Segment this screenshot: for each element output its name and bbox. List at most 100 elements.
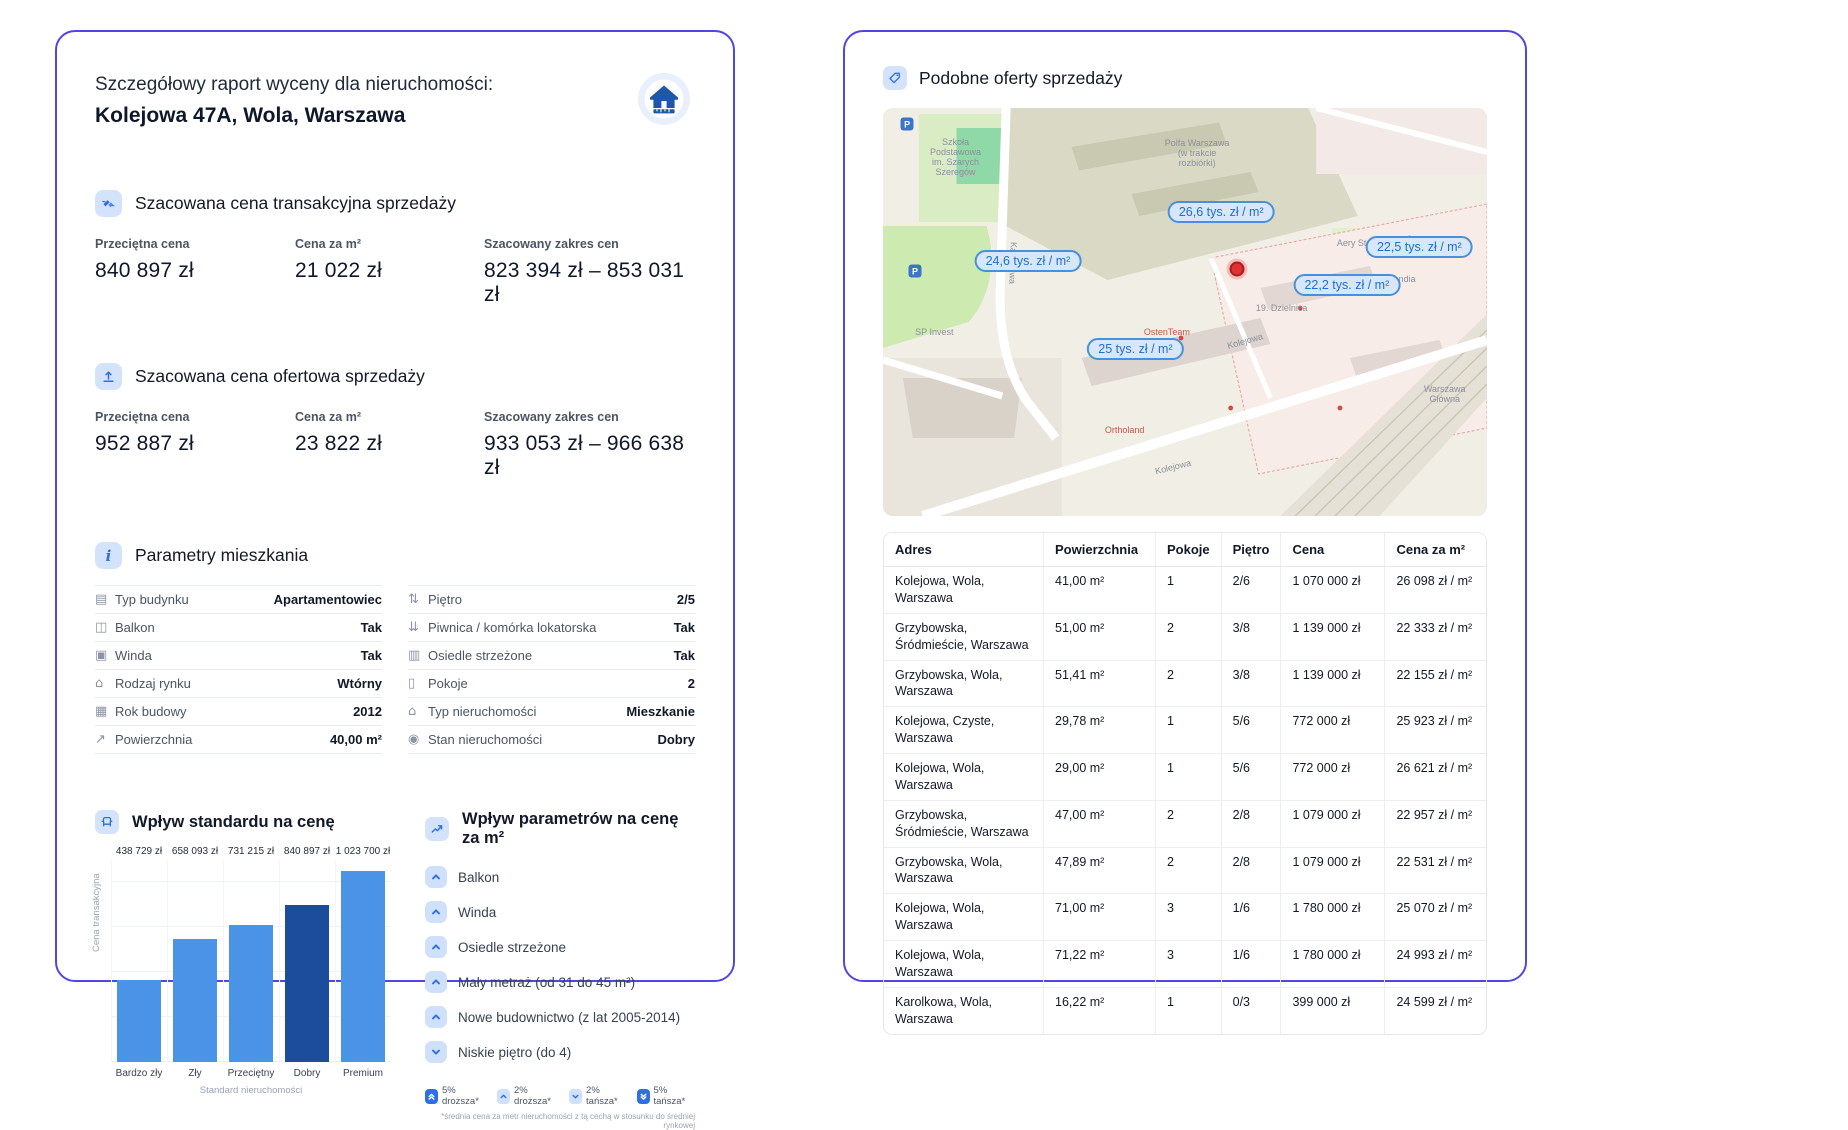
property-type-icon: ⌂ xyxy=(408,704,417,719)
parking-icon: P xyxy=(900,117,914,131)
table-row: Kolejowa, Wola, Warszawa 71,22 m² 3 1/6 1 78… xyxy=(884,941,1486,988)
parameter-impact-section: Wpływ parametrów na cenę za m² Balkon Win… xyxy=(425,810,695,1130)
cell-powierzchnia: 47,00 m² xyxy=(1044,800,1156,848)
cell-adres: Grzybowska, Śródmieście, Warszawa xyxy=(884,800,1044,848)
chevron-up-icon xyxy=(425,936,447,958)
cell-powierzchnia: 71,22 m² xyxy=(1044,941,1156,988)
section-title: Parametry mieszkania xyxy=(135,545,309,565)
chart-x-axis-label: Standard nieruchomości xyxy=(199,1085,303,1096)
param-label: Powierzchnia xyxy=(115,732,193,747)
cell-pietro: 1/6 xyxy=(1221,941,1282,988)
map-price-bubble[interactable]: 25 tys. zł / m² xyxy=(1087,337,1184,360)
param-label: Stan nieruchomości xyxy=(428,732,543,747)
impact-item: Balkon xyxy=(425,866,695,888)
transaction-stats: Przeciętna cena 840 897 zł Cena za m² 21 02… xyxy=(95,237,695,307)
map-price-bubble[interactable]: 24,6 tys. zł / m² xyxy=(974,250,1082,272)
chart-bar[interactable] xyxy=(117,980,161,1062)
cell-pietro: 1/6 xyxy=(1221,894,1282,941)
param-value: 40,00 m² xyxy=(329,732,382,747)
section-title: Wpływ parametrów na cenę za m² xyxy=(462,810,679,847)
cell-adres: Kolejowa, Wola, Warszawa xyxy=(884,894,1044,941)
impact-item-label: Winda xyxy=(458,904,497,920)
param-row: ▯ Pokoje 2 xyxy=(408,670,695,698)
cell-cena: 399 000 zł xyxy=(1281,987,1386,1034)
column-header: Cena za m² xyxy=(1385,533,1486,567)
chart-bar[interactable] xyxy=(229,925,273,1062)
standard-bar-chart: Cena transakcyjna 438 729 zł 658 093 zł 73… xyxy=(91,846,391,1096)
similar-offers-card: Podobne oferty sprzedaży xyxy=(843,30,1527,1035)
similar-offers-title: Podobne oferty sprzedaży xyxy=(919,67,1123,88)
stat: Cena za m² 21 022 zł xyxy=(295,237,484,307)
cell-powierzchnia: 51,41 m² xyxy=(1044,660,1156,708)
param-row: ⌂ Rodzaj rynku Wtórny xyxy=(95,670,382,698)
param-value: Wtórny xyxy=(337,676,382,691)
chart-tick-label: Przeciętny xyxy=(227,1068,275,1079)
cell-powierzchnia: 47,89 m² xyxy=(1044,847,1156,895)
cell-cena: 1 079 000 zł xyxy=(1281,800,1386,848)
map-text-label: SP Invest xyxy=(915,327,954,338)
map-price-bubble[interactable]: 22,2 tys. zł / m² xyxy=(1293,274,1401,297)
market-icon: ⌂ xyxy=(95,676,104,691)
map-text-label: Szkoła Podstawowa im. Szarych Szeregów xyxy=(929,136,981,177)
param-value: Tak xyxy=(673,620,695,635)
basement-icon: ⇊ xyxy=(408,620,419,635)
chart-bar[interactable] xyxy=(285,905,329,1062)
cell-powierzchnia: 51,00 m² xyxy=(1044,613,1156,661)
chart-tick-label: Bardzo zły xyxy=(115,1068,163,1079)
parameters-right-column: ⇅ Piętro 2/5 ⇊ Piwnica / komórka lokatorska T… xyxy=(408,585,695,754)
chart-plot-area: 438 729 zł 658 093 zł 731 215 zł 840 897 zł… xyxy=(111,846,391,1062)
app-logo-house-icon xyxy=(637,72,691,131)
chevron-down-icon xyxy=(569,1088,583,1104)
map-text-label: Ortholand xyxy=(1104,425,1145,436)
stat-label: Szacowany zakres cen xyxy=(484,237,619,251)
map-price-bubble[interactable]: 26,6 tys. zł / m² xyxy=(1167,201,1275,224)
subject-property-marker[interactable] xyxy=(1229,261,1245,277)
stat: Przeciętna cena 840 897 zł xyxy=(95,237,295,307)
handshake-icon xyxy=(95,190,122,217)
param-value: Apartamentowiec xyxy=(273,592,382,607)
table-header-row: Adres Powierzchnia Pokoje Piętro Cena Cena za… xyxy=(884,533,1486,567)
param-row: ▦ Rok budowy 2012 xyxy=(95,698,382,726)
cell-pietro: 3/8 xyxy=(1221,613,1282,661)
cell-pokoje: 1 xyxy=(1156,754,1222,801)
bar-value-label: 438 729 zł xyxy=(115,846,163,857)
chart-bar[interactable] xyxy=(173,939,217,1062)
stat-label: Przeciętna cena xyxy=(95,410,190,424)
impact-item-label: Osiedle strzeżone xyxy=(458,939,567,955)
map-price-bubble[interactable]: 22,5 tys. zł / m² xyxy=(1365,235,1473,258)
chevron-up-icon xyxy=(425,1006,447,1028)
stat-value: 21 022 zł xyxy=(295,259,383,282)
legend-item: 5% tańsza* xyxy=(636,1085,695,1107)
param-label: Piętro xyxy=(428,592,462,607)
cell-adres: Karolkowa, Wola, Warszawa xyxy=(884,987,1044,1034)
chevron-up-double-icon xyxy=(425,1088,438,1104)
map[interactable]: Polfa Warszawa (w trakcie rozbiórki) Szko… xyxy=(883,108,1487,516)
param-value: 2/5 xyxy=(676,592,695,607)
cell-cena: 1 780 000 zł xyxy=(1281,941,1386,988)
bar-value-label: 658 093 zł xyxy=(171,846,219,857)
param-row: ◉ Stan nieruchomości Dobry xyxy=(408,726,695,754)
stat-label: Cena za m² xyxy=(295,237,361,251)
area-icon: ↗ xyxy=(95,732,106,747)
chart-y-axis-label: Cena transakcyjna xyxy=(91,873,102,952)
condition-icon: ◉ xyxy=(408,732,420,747)
standard-price-chart-section: Wpływ standardu na cenę Cena transakcyjn… xyxy=(91,810,391,1130)
param-value: Tak xyxy=(673,648,695,663)
param-row: ⇅ Piętro 2/5 xyxy=(408,586,695,614)
param-label: Typ budynku xyxy=(115,592,189,607)
stat: Szacowany zakres cen 823 394 zł – 853 031… xyxy=(484,237,695,307)
chart-bar[interactable] xyxy=(341,871,385,1062)
cell-cena: 772 000 zł xyxy=(1281,754,1386,801)
trending-up-icon xyxy=(425,817,449,841)
cell-pokoje: 2 xyxy=(1156,800,1222,848)
map-text-label: OstenTeam xyxy=(1143,327,1190,338)
cell-cena-za-m2: 26 621 zł / m² xyxy=(1385,754,1486,801)
chart-tick-label: Dobry xyxy=(293,1068,321,1079)
gated-estate-icon: ▥ xyxy=(408,648,421,663)
column-header: Pokoje xyxy=(1156,533,1222,567)
param-value: Tak xyxy=(360,648,382,663)
table-row: Grzybowska, Śródmieście, Warszawa 51,00 m… xyxy=(884,613,1486,661)
chevron-up-icon xyxy=(497,1088,510,1104)
stat: Cena za m² 23 822 zł xyxy=(295,410,484,480)
param-row: ◫ Balkon Tak xyxy=(95,614,382,642)
